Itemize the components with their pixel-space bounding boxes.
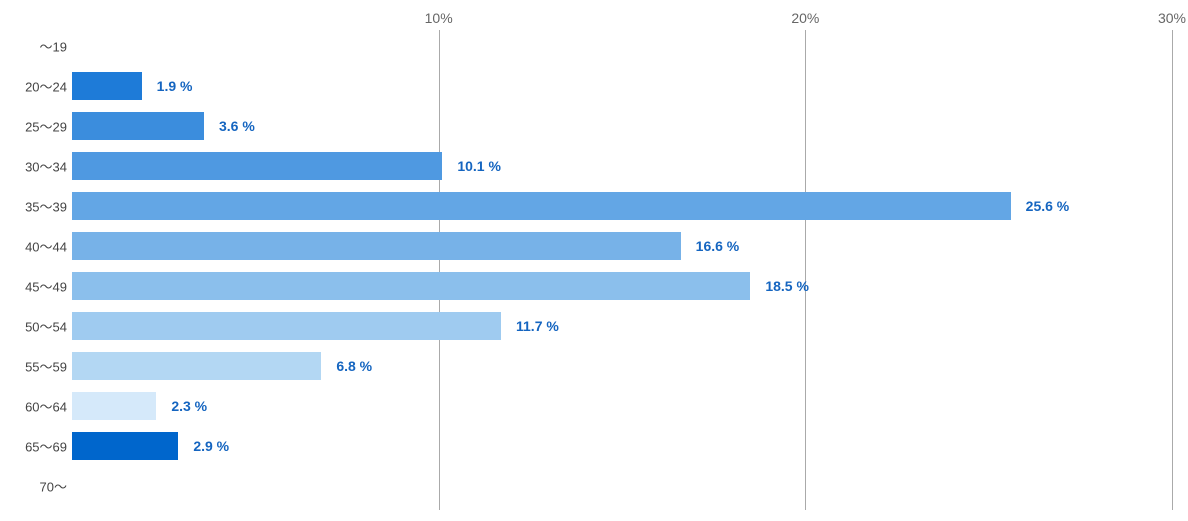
y-axis-category-label: 55〜59 — [7, 357, 67, 376]
bar-value-label: 3.6 % — [219, 118, 255, 134]
y-axis-category-label: 50〜54 — [7, 317, 67, 336]
bar — [72, 72, 142, 100]
bar-value-label: 18.5 % — [765, 278, 809, 294]
y-axis-category-label: 〜19 — [7, 37, 67, 56]
bar — [72, 392, 156, 420]
bar — [72, 112, 204, 140]
bar-value-label: 2.9 % — [193, 438, 229, 454]
y-axis-category-label: 45〜49 — [7, 277, 67, 296]
bar — [72, 352, 321, 380]
y-axis-category-label: 20〜24 — [7, 77, 67, 96]
x-axis-tick-label: 30% — [1158, 10, 1186, 26]
y-axis-category-label: 60〜64 — [7, 397, 67, 416]
y-axis-category-label: 70〜 — [7, 477, 67, 496]
y-axis-category-label: 35〜39 — [7, 197, 67, 216]
bar-value-label: 25.6 % — [1026, 198, 1070, 214]
bar — [72, 272, 750, 300]
bar — [72, 192, 1011, 220]
gridline — [439, 30, 440, 510]
x-axis-tick-label: 10% — [425, 10, 453, 26]
bar — [72, 432, 178, 460]
y-axis-category-label: 65〜69 — [7, 437, 67, 456]
bar-value-label: 11.7 % — [516, 318, 559, 334]
y-axis-category-label: 30〜34 — [7, 157, 67, 176]
bar — [72, 312, 501, 340]
bar-value-label: 10.1 % — [457, 158, 501, 174]
bar-value-label: 6.8 % — [336, 358, 372, 374]
bar — [72, 152, 442, 180]
y-axis-category-label: 25〜29 — [7, 117, 67, 136]
gridline — [805, 30, 806, 510]
bar-value-label: 16.6 % — [696, 238, 740, 254]
y-axis-category-label: 40〜44 — [7, 237, 67, 256]
bar — [72, 232, 681, 260]
gridline — [1172, 30, 1173, 510]
age-distribution-chart: 10% 20% 30% 〜19 20〜24 25〜29 30〜34 35〜39 40〜44 45… — [0, 0, 1188, 521]
bar-value-label: 1.9 % — [157, 78, 193, 94]
x-axis-tick-label: 20% — [791, 10, 819, 26]
bar-value-label: 2.3 % — [171, 398, 207, 414]
